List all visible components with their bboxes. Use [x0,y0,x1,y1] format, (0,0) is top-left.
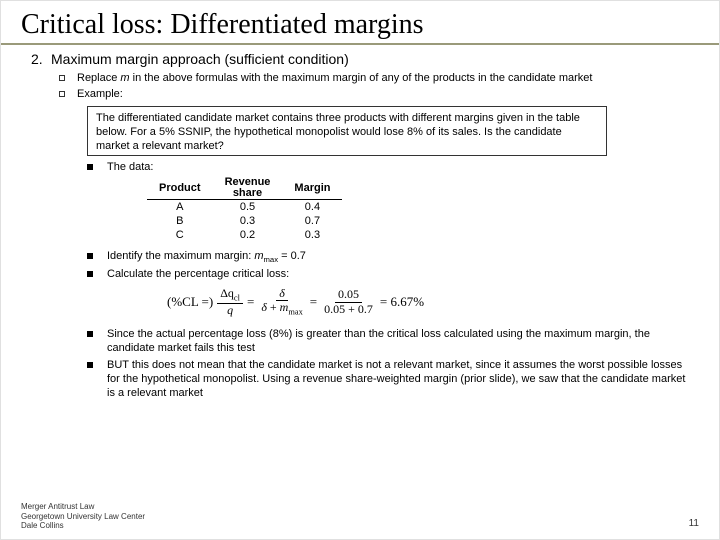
sub-list: Replace m in the above formulas with the… [59,71,689,102]
detail-text: Identify the maximum margin: mmax = 0.7 [107,249,689,265]
sub-item-example: Example: [59,87,689,101]
example-box: The differentiated candidate market cont… [87,106,607,157]
sub-item-replace: Replace m in the above formulas with the… [59,71,689,85]
footer-line: Dale Collins [21,521,145,531]
section-text: Maximum margin approach (sufficient cond… [51,51,349,67]
title-bar: Critical loss: Differentiated margins [1,1,719,45]
data-table: Product Revenueshare Margin A 0.5 0.4 B … [147,177,342,243]
section-heading: 2. Maximum margin approach (sufficient c… [31,51,689,67]
table-row: A 0.5 0.4 [147,199,342,214]
detail-conclusion1: Since the actual percentage loss (8%) is… [87,327,689,356]
fraction: Δqcl q [217,287,243,317]
footer-line: Georgetown University Law Center [21,512,145,522]
fraction: δ δ + mmax [258,287,305,317]
table-row: C 0.2 0.3 [147,228,342,242]
filled-bullet-icon [87,164,93,170]
sub-item-text: Replace m in the above formulas with the… [77,71,592,85]
detail-maxmargin: Identify the maximum margin: mmax = 0.7 [87,249,689,265]
filled-bullet-icon [87,271,93,277]
page-number: 11 [689,518,699,529]
col-product: Product [147,177,213,200]
filled-bullet-icon [87,331,93,337]
detail-data: The data: Product Revenueshare Margin A … [87,160,689,246]
square-bullet-icon [59,75,65,81]
slide-footer: Merger Antitrust Law Georgetown Universi… [21,502,145,531]
footer-line: Merger Antitrust Law [21,502,145,512]
detail-conclusion2: BUT this does not mean that the candidat… [87,358,689,401]
critical-loss-formula: (%CL =) Δqcl q = δ δ + mmax = 0.05 0.05 … [167,287,689,317]
filled-bullet-icon [87,362,93,368]
detail-calc: Calculate the percentage critical loss: [87,267,689,281]
slide-title: Critical loss: Differentiated margins [21,9,699,41]
fraction: 0.05 0.05 + 0.7 [321,288,376,315]
detail-text: BUT this does not mean that the candidat… [107,358,689,401]
detail-text: Calculate the percentage critical loss: [107,267,689,281]
col-share: Revenueshare [213,177,283,200]
col-margin: Margin [282,177,342,200]
table-row: B 0.3 0.7 [147,214,342,228]
section-number: 2. [31,51,51,67]
square-bullet-icon [59,91,65,97]
detail-text: Since the actual percentage loss (8%) is… [107,327,689,356]
sub-item-text: Example: [77,87,123,101]
detail-text: The data: [107,161,153,173]
filled-bullet-icon [87,253,93,259]
detail-list: The data: Product Revenueshare Margin A … [87,160,689,400]
slide-content: 2. Maximum margin approach (sufficient c… [1,45,719,400]
table-header-row: Product Revenueshare Margin [147,177,342,200]
